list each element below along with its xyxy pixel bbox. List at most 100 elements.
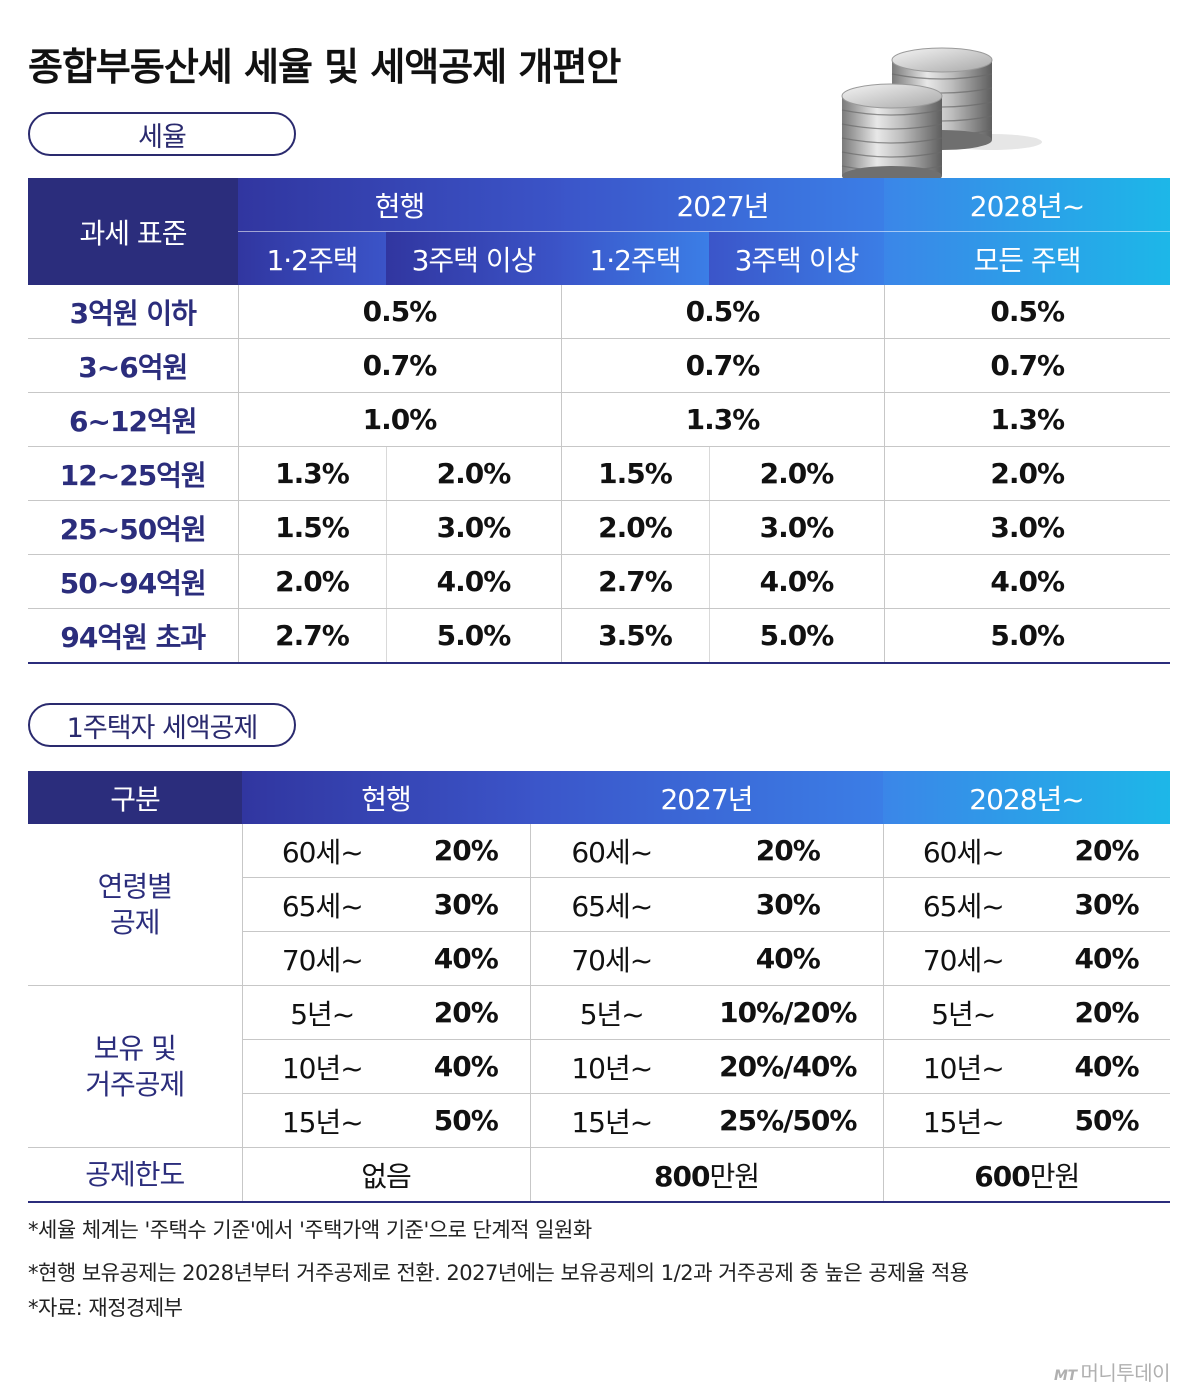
condition-cell: 5년~ (882, 985, 1043, 1040)
rate-cell: 3.0% (708, 500, 884, 555)
rate-cell: 2.0% (237, 554, 386, 609)
rate-cell: 2.7% (237, 608, 386, 664)
bracket-label: 25~50억원 (28, 500, 238, 555)
condition-cell: 60세~ (529, 824, 693, 878)
rate-cell: 0.5% (560, 285, 884, 339)
section-label-tax-rate: 세율 (28, 112, 296, 156)
header-category: 구분 (28, 771, 242, 824)
rate-cell: 5.0% (708, 608, 884, 664)
condition-cell: 15년~ (882, 1093, 1043, 1148)
rate-cell: 2.0% (708, 446, 884, 501)
limit-amount: 800 (654, 1159, 710, 1193)
rate-cell: 30% (402, 877, 530, 932)
bracket-label: 94억원 초과 (28, 608, 238, 664)
logo-mark: MT (1054, 1368, 1077, 1384)
rate-cell: 40% (402, 1039, 530, 1094)
subheader-all-homes: 모든 주택 (884, 231, 1170, 285)
rate-cell: 40% (1043, 931, 1171, 986)
limit-cell: 600만원 (882, 1147, 1171, 1203)
condition-cell: 60세~ (882, 824, 1043, 878)
rate-cell: 3.5% (560, 608, 709, 664)
condition-cell: 70세~ (529, 931, 693, 986)
bracket-label: 3~6억원 (28, 338, 238, 393)
section-label-deduction: 1주택자 세액공제 (28, 703, 296, 747)
rate-cell: 0.5% (883, 285, 1170, 339)
rate-cell: 1.3% (237, 446, 386, 501)
deduction-table: 구분 현행 2027년 2028년~ 연령별 공제 60세~ 20% 60세~ … (28, 771, 1171, 1203)
rate-cell: 1.3% (560, 392, 884, 447)
coin-stack-icon (841, 47, 1042, 186)
header-category: 과세 표준 (28, 178, 238, 285)
bracket-label: 12~25억원 (28, 446, 238, 501)
bracket-label: 3억원 이하 (28, 285, 238, 339)
rate-cell: 30% (1043, 877, 1171, 932)
condition-cell: 65세~ (241, 877, 402, 932)
rate-cell: 4.0% (708, 554, 884, 609)
bracket-label: 50~94억원 (28, 554, 238, 609)
rate-cell: 0.7% (883, 338, 1170, 393)
limit-amount: 600 (974, 1159, 1030, 1193)
table-row: 65세~ 30% 65세~ 30% 65세~ 30% (28, 877, 1171, 932)
age-deduction-label: 연령별 공제 (28, 824, 242, 986)
rate-cell: 2.7% (560, 554, 709, 609)
table-row: 15년~ 50% 15년~ 25%/50% 15년~ 50% (28, 1093, 1171, 1148)
rate-cell: 20% (693, 824, 883, 878)
table-row: 3억원 이하 0.5% 0.5% 0.5% (28, 285, 1170, 339)
header-current: 현행 (242, 771, 530, 824)
rate-cell: 30% (693, 877, 883, 932)
condition-cell: 10년~ (241, 1039, 402, 1094)
table-row: 94억원 초과 2.7% 5.0% 3.5% 5.0% 5.0% (28, 608, 1170, 664)
rate-cell: 1.5% (237, 500, 386, 555)
condition-cell: 5년~ (241, 985, 402, 1040)
subheader-3-plus-homes: 3주택 이상 (386, 231, 561, 285)
condition-cell: 60세~ (241, 824, 402, 878)
condition-cell: 70세~ (882, 931, 1043, 986)
header-2027: 2027년 (561, 178, 884, 232)
rate-cell: 40% (693, 931, 883, 986)
table-row: 공제한도 없음 800만원 600만원 (28, 1147, 1171, 1203)
rate-cell: 25%/50% (693, 1093, 883, 1148)
bracket-label: 6~12억원 (28, 392, 238, 447)
deduction-limit-label: 공제한도 (28, 1147, 242, 1203)
table-row: 6~12억원 1.0% 1.3% 1.3% (28, 392, 1170, 447)
condition-cell: 70세~ (241, 931, 402, 986)
header-2027: 2027년 (530, 771, 883, 824)
rate-cell: 0.7% (560, 338, 884, 393)
subheader-1-2-homes: 1·2주택 (561, 231, 709, 285)
rate-cell: 1.3% (883, 392, 1170, 447)
rate-cell: 1.0% (237, 392, 561, 447)
rate-cell: 1.5% (560, 446, 709, 501)
header-2028: 2028년~ (884, 178, 1170, 232)
table-row: 3~6억원 0.7% 0.7% 0.7% (28, 338, 1170, 393)
table-row: 연령별 공제 60세~ 20% 60세~ 20% 60세~ 20% (28, 824, 1171, 986)
condition-cell: 15년~ (241, 1093, 402, 1148)
rate-cell: 5.0% (883, 608, 1170, 664)
condition-cell: 15년~ (529, 1093, 693, 1148)
rate-cell: 3.0% (385, 500, 561, 555)
limit-unit: 만원 (1029, 1159, 1081, 1193)
footnote: *세율 체계는 '주택수 기준'에서 '주택가액 기준'으로 단계적 일원화 (28, 1218, 592, 1242)
holding-deduction-label: 보유 및 거주공제 (28, 985, 242, 1148)
rate-cell: 2.0% (560, 500, 709, 555)
rate-cell: 2.0% (883, 446, 1170, 501)
rate-cell: 40% (1043, 1039, 1171, 1094)
table-row: 10년~ 40% 10년~ 20%/40% 10년~ 40% (28, 1039, 1171, 1094)
header-2028: 2028년~ (883, 771, 1171, 824)
rate-cell: 4.0% (883, 554, 1170, 609)
rate-cell: 50% (402, 1093, 530, 1148)
rate-cell: 10%/20% (693, 985, 883, 1040)
rate-cell: 20% (402, 824, 530, 878)
limit-cell: 800만원 (529, 1147, 883, 1203)
footnote: *현행 보유공제는 2028년부터 거주공제로 전환. 2027년에는 보유공제… (28, 1261, 969, 1285)
page-title: 종합부동산세 세율 및 세액공제 개편안 (28, 45, 621, 89)
limit-unit: 만원 (709, 1159, 760, 1193)
condition-cell: 10년~ (882, 1039, 1043, 1094)
rate-cell: 0.7% (237, 338, 561, 393)
subheader-3-plus-homes: 3주택 이상 (709, 231, 884, 285)
condition-cell: 5년~ (529, 985, 693, 1040)
rate-cell: 50% (1043, 1093, 1171, 1148)
table-row: 50~94억원 2.0% 4.0% 2.7% 4.0% 4.0% (28, 554, 1170, 609)
table-row: 25~50억원 1.5% 3.0% 2.0% 3.0% 3.0% (28, 500, 1170, 555)
rate-cell: 40% (402, 931, 530, 986)
tax-rate-table: 과세 표준 현행 2027년 2028년~ 1·2주택 3주택 이상 1·2주택… (28, 178, 1170, 664)
